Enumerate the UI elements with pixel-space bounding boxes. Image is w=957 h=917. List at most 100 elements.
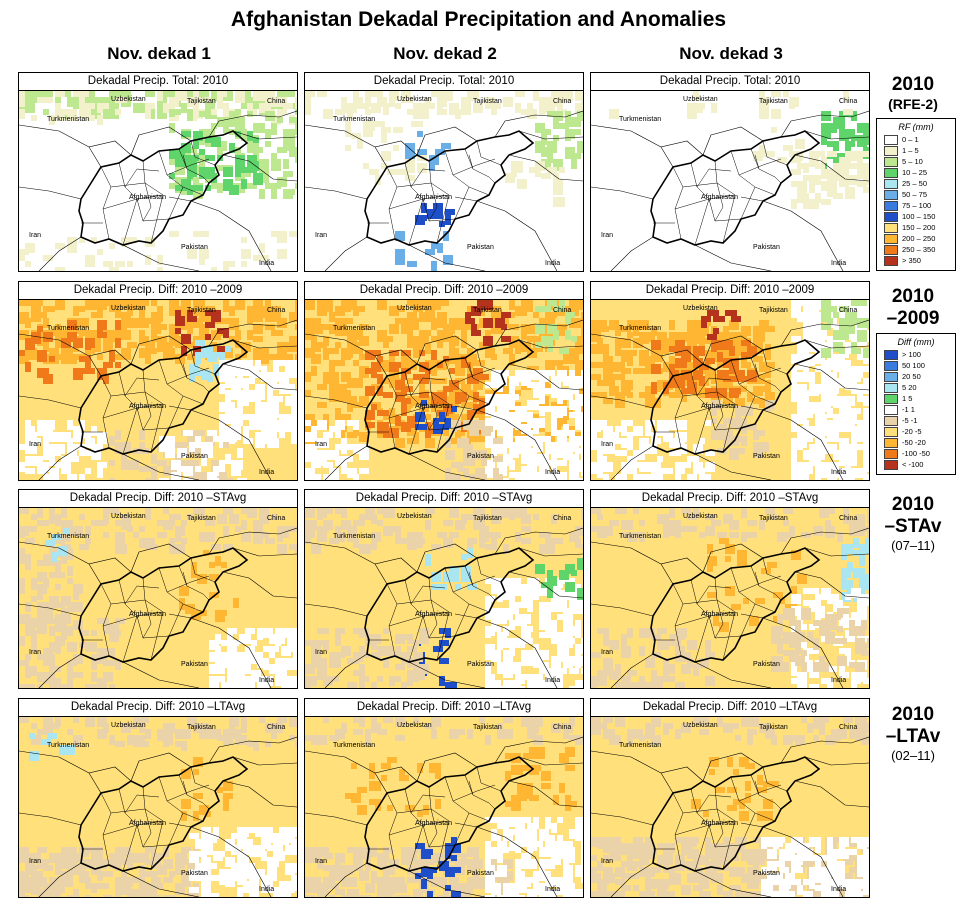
legend-label: 75 – 100 bbox=[902, 201, 932, 210]
map-panel: Dekadal Precip. Diff: 2010 –STAvg Uzbekis… bbox=[590, 489, 870, 689]
legend-swatch bbox=[884, 233, 898, 244]
legend-swatch bbox=[884, 244, 898, 255]
province-boundary bbox=[190, 140, 216, 166]
country-border bbox=[780, 319, 869, 347]
place-label-india: India bbox=[831, 469, 846, 476]
place-label-afghanistan: Afghanistan bbox=[415, 611, 452, 618]
precip-field bbox=[19, 717, 297, 897]
country-border bbox=[476, 617, 558, 688]
afghanistan-map: Uzbekistan Tajikistan China Turkmenistan Afg… bbox=[591, 508, 869, 688]
panel-title: Dekadal Precip. Diff: 2010 –LTAvg bbox=[591, 699, 869, 717]
province-boundary bbox=[754, 186, 776, 196]
province-boundary bbox=[750, 774, 782, 810]
country-border bbox=[591, 395, 654, 409]
afghanistan-outline bbox=[650, 339, 821, 455]
province-boundary bbox=[428, 391, 438, 431]
place-label-tajikistan: Tajikistan bbox=[187, 98, 216, 105]
place-label-turkmenistan: Turkmenistan bbox=[47, 116, 89, 123]
country-border bbox=[591, 603, 654, 617]
province-boundary bbox=[696, 585, 732, 605]
place-label-uzbekistan: Uzbekistan bbox=[397, 96, 432, 103]
panel-title: Dekadal Precip. Diff: 2010 –2009 bbox=[305, 282, 583, 300]
country-border bbox=[416, 126, 478, 156]
place-label-iran: Iran bbox=[601, 858, 613, 865]
legend-label: 200 – 250 bbox=[902, 234, 936, 243]
row-label-sub: –STAv bbox=[884, 516, 942, 537]
row-label-period: (02–11) bbox=[891, 748, 935, 763]
country-border bbox=[408, 453, 486, 480]
country-border bbox=[591, 124, 662, 148]
country-border bbox=[660, 557, 704, 585]
precip-field bbox=[19, 91, 297, 271]
place-label-iran: Iran bbox=[29, 441, 41, 448]
place-label-turkmenistan: Turkmenistan bbox=[333, 533, 375, 540]
place-label-iran: Iran bbox=[315, 441, 327, 448]
province-boundary bbox=[158, 150, 184, 220]
country-border bbox=[88, 557, 132, 585]
place-label-china: China bbox=[267, 98, 285, 105]
country-border bbox=[324, 653, 368, 688]
legend-item: -20 -5 bbox=[877, 426, 955, 437]
province-boundary bbox=[754, 571, 760, 587]
place-label-tajikistan: Tajikistan bbox=[473, 724, 502, 731]
panel-title: Dekadal Precip. Diff: 2010 –STAvg bbox=[591, 490, 869, 508]
place-label-india: India bbox=[259, 260, 274, 267]
province-boundary bbox=[118, 371, 138, 455]
place-label-afghanistan: Afghanistan bbox=[415, 194, 452, 201]
province-boundary bbox=[740, 822, 764, 828]
place-label-china: China bbox=[839, 307, 857, 314]
province-boundary bbox=[386, 792, 398, 866]
place-label-tajikistan: Tajikistan bbox=[473, 515, 502, 522]
legend-label: -20 -5 bbox=[902, 427, 922, 436]
precip-field bbox=[19, 508, 297, 688]
province-boundary bbox=[118, 162, 138, 246]
province-boundary bbox=[182, 603, 204, 613]
place-label-afghanistan: Afghanistan bbox=[415, 820, 452, 827]
country-border bbox=[408, 870, 486, 897]
country-border bbox=[694, 244, 772, 271]
province-boundary bbox=[182, 154, 188, 170]
country-border bbox=[804, 547, 869, 557]
province-boundary bbox=[404, 579, 424, 663]
province-boundary bbox=[124, 168, 160, 188]
legend-swatch bbox=[884, 200, 898, 211]
province-boundary bbox=[158, 567, 184, 637]
province-boundary bbox=[468, 395, 490, 405]
province-boundary bbox=[452, 367, 496, 385]
province-boundary bbox=[100, 583, 112, 657]
place-label-turkmenistan: Turkmenistan bbox=[47, 533, 89, 540]
province-boundary bbox=[754, 780, 760, 796]
legend-title: Diff (mm) bbox=[897, 337, 935, 347]
legend-swatch bbox=[884, 437, 898, 448]
afghanistan-outline bbox=[364, 756, 535, 872]
province-boundary bbox=[178, 357, 210, 393]
country-border bbox=[190, 409, 272, 480]
province-boundary bbox=[730, 776, 756, 846]
place-label-china: China bbox=[553, 98, 571, 105]
province-boundary bbox=[404, 371, 424, 455]
country-border bbox=[305, 603, 368, 617]
province-boundary bbox=[142, 391, 152, 431]
place-label-afghanistan: Afghanistan bbox=[701, 194, 738, 201]
country-border bbox=[702, 543, 764, 573]
place-label-india: India bbox=[831, 260, 846, 267]
province-boundary bbox=[168, 822, 192, 828]
place-label-india: India bbox=[831, 677, 846, 684]
precip-field bbox=[305, 508, 583, 688]
legend-item: 0 – 1 bbox=[877, 134, 955, 145]
country-border bbox=[762, 826, 844, 897]
place-label-uzbekistan: Uzbekistan bbox=[683, 96, 718, 103]
province-boundary bbox=[118, 788, 138, 872]
place-label-iran: Iran bbox=[601, 232, 613, 239]
legend-label: 5 – 10 bbox=[902, 157, 923, 166]
province-boundary bbox=[404, 788, 424, 872]
province-boundary bbox=[672, 792, 684, 866]
afghanistan-outline bbox=[364, 130, 535, 246]
country-border bbox=[494, 736, 583, 764]
country-border bbox=[305, 395, 368, 409]
legend-label: 250 – 350 bbox=[902, 245, 936, 254]
province-boundary bbox=[452, 158, 496, 176]
country-border bbox=[476, 409, 558, 480]
province-boundary bbox=[696, 168, 732, 188]
province-boundary bbox=[142, 808, 152, 848]
